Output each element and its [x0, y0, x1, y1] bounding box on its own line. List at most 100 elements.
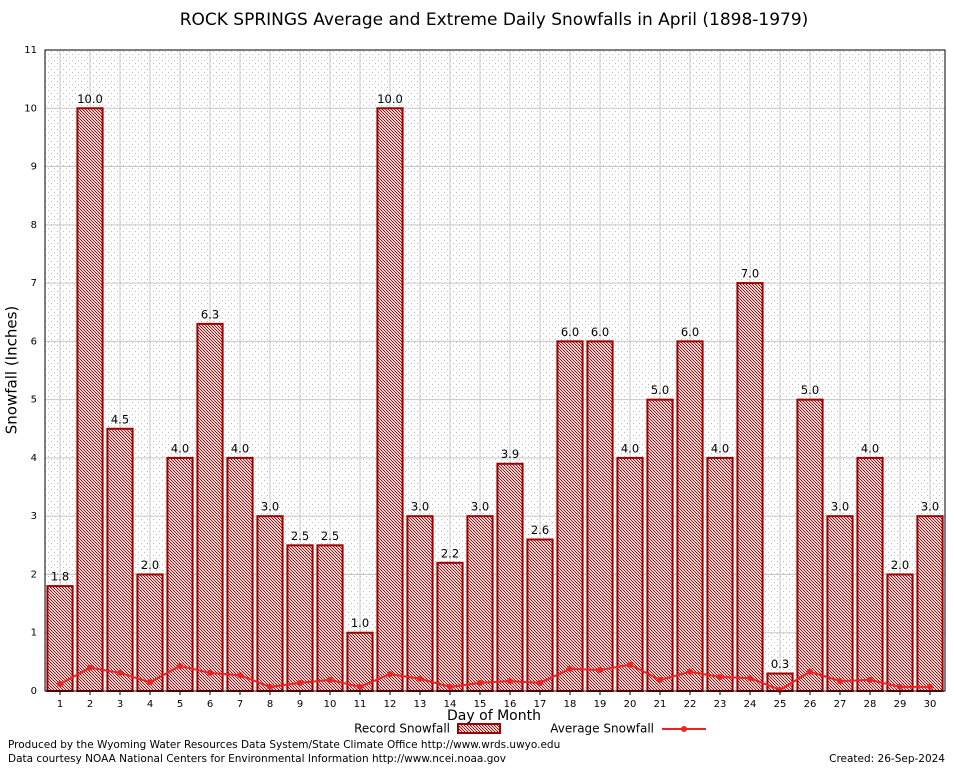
x-tick-label: 9 — [297, 699, 303, 710]
x-tick-label: 24 — [744, 699, 757, 710]
data-label: 2.5 — [321, 529, 339, 543]
bar — [166, 456, 194, 692]
x-tick-label: 21 — [654, 699, 667, 710]
x-tick-label: 27 — [834, 699, 847, 710]
bar — [196, 322, 224, 692]
line — [59, 663, 930, 691]
legend-label: Average Snowfall — [550, 722, 654, 736]
x-tick-label: 17 — [534, 699, 547, 710]
x-tick-label: 15 — [474, 699, 487, 710]
y-tick-label: 11 — [24, 45, 37, 56]
data-label: 6.0 — [591, 325, 609, 339]
data-label: 4.0 — [171, 441, 189, 455]
point — [417, 675, 423, 682]
bar — [496, 462, 524, 692]
bar — [106, 427, 134, 692]
bar — [76, 107, 104, 693]
legend-label: Record Snowfall — [354, 722, 450, 736]
x-tick-label: 11 — [354, 699, 367, 710]
data-label: 2.5 — [291, 529, 309, 543]
y-tick-label: 2 — [31, 569, 37, 580]
bar — [436, 561, 464, 692]
data-label: 6.3 — [201, 307, 219, 321]
data-label: 3.0 — [831, 500, 849, 514]
point — [117, 669, 123, 676]
x-tick-label: 6 — [207, 699, 213, 710]
x-tick-label: 23 — [714, 699, 727, 710]
x-tick-label: 26 — [804, 699, 817, 710]
x-tick-label: 7 — [237, 699, 243, 710]
bar — [886, 573, 914, 692]
data-label: 6.0 — [681, 325, 699, 339]
data-label: 2.2 — [441, 546, 459, 560]
x-tick-label: 1 — [57, 699, 63, 710]
y-tick-label: 8 — [31, 220, 37, 231]
bar — [706, 456, 734, 692]
y-tick-label: 7 — [31, 278, 37, 289]
bar — [856, 456, 884, 692]
data-label: 1.0 — [351, 616, 369, 630]
data-label: 3.0 — [471, 500, 489, 514]
data-label: 4.0 — [621, 441, 639, 455]
data-label: 3.0 — [261, 500, 279, 514]
point — [897, 683, 903, 690]
bar — [46, 585, 74, 692]
point — [507, 678, 513, 685]
x-tick-label: 8 — [267, 699, 273, 710]
bar — [286, 544, 314, 692]
x-tick-label: 3 — [117, 699, 123, 710]
x-tick-label: 29 — [894, 699, 907, 710]
bar — [736, 282, 764, 692]
x-tick-label: 18 — [564, 699, 577, 710]
y-tick-label: 0 — [31, 686, 37, 697]
x-tick-label: 25 — [774, 699, 787, 710]
x-tick-label: 12 — [384, 699, 397, 710]
point — [267, 683, 273, 690]
chart-title: ROCK SPRINGS Average and Extreme Daily S… — [180, 10, 809, 30]
bar — [256, 515, 284, 692]
plot-frame — [44, 49, 946, 692]
data-label: 2.6 — [531, 523, 549, 537]
data-label: 3.0 — [411, 500, 429, 514]
data-label: 5.0 — [801, 383, 819, 397]
point — [477, 679, 483, 686]
point — [357, 683, 363, 690]
footer-text: Produced by the Wyoming Water Resources … — [8, 739, 560, 751]
data-label: 0.3 — [771, 657, 789, 671]
y-tick-label: 4 — [31, 453, 37, 464]
point — [147, 679, 153, 686]
data-label: 5.0 — [651, 383, 669, 397]
bar — [616, 456, 644, 692]
bar — [316, 544, 344, 692]
bar — [346, 631, 374, 693]
data-label: 2.0 — [141, 558, 159, 572]
point — [657, 676, 663, 683]
bar — [796, 398, 824, 692]
bar — [556, 340, 584, 692]
legend-marker — [681, 726, 687, 732]
point — [537, 679, 543, 686]
x-tick-label: 10 — [324, 699, 337, 710]
bar — [136, 573, 164, 692]
x-tick-label: 22 — [684, 699, 697, 710]
bar — [466, 515, 494, 692]
point — [87, 664, 93, 671]
bar — [406, 515, 434, 692]
x-tick-label: 13 — [414, 699, 427, 710]
data-label: 3.9 — [501, 447, 519, 461]
point — [207, 669, 213, 676]
data-label: 4.0 — [231, 441, 249, 455]
y-tick-label: 5 — [31, 395, 37, 406]
point — [837, 678, 843, 685]
y-tick-label: 1 — [31, 628, 37, 639]
x-tick-label: 4 — [147, 699, 153, 710]
point — [57, 681, 63, 688]
bar — [586, 340, 614, 692]
y-tick-label: 9 — [31, 162, 37, 173]
x-tick-label: 20 — [624, 699, 637, 710]
point — [627, 661, 633, 668]
created-date: Created: 26-Sep-2024 — [829, 753, 945, 765]
bar — [526, 538, 554, 692]
y-tick-label: 3 — [31, 511, 37, 522]
